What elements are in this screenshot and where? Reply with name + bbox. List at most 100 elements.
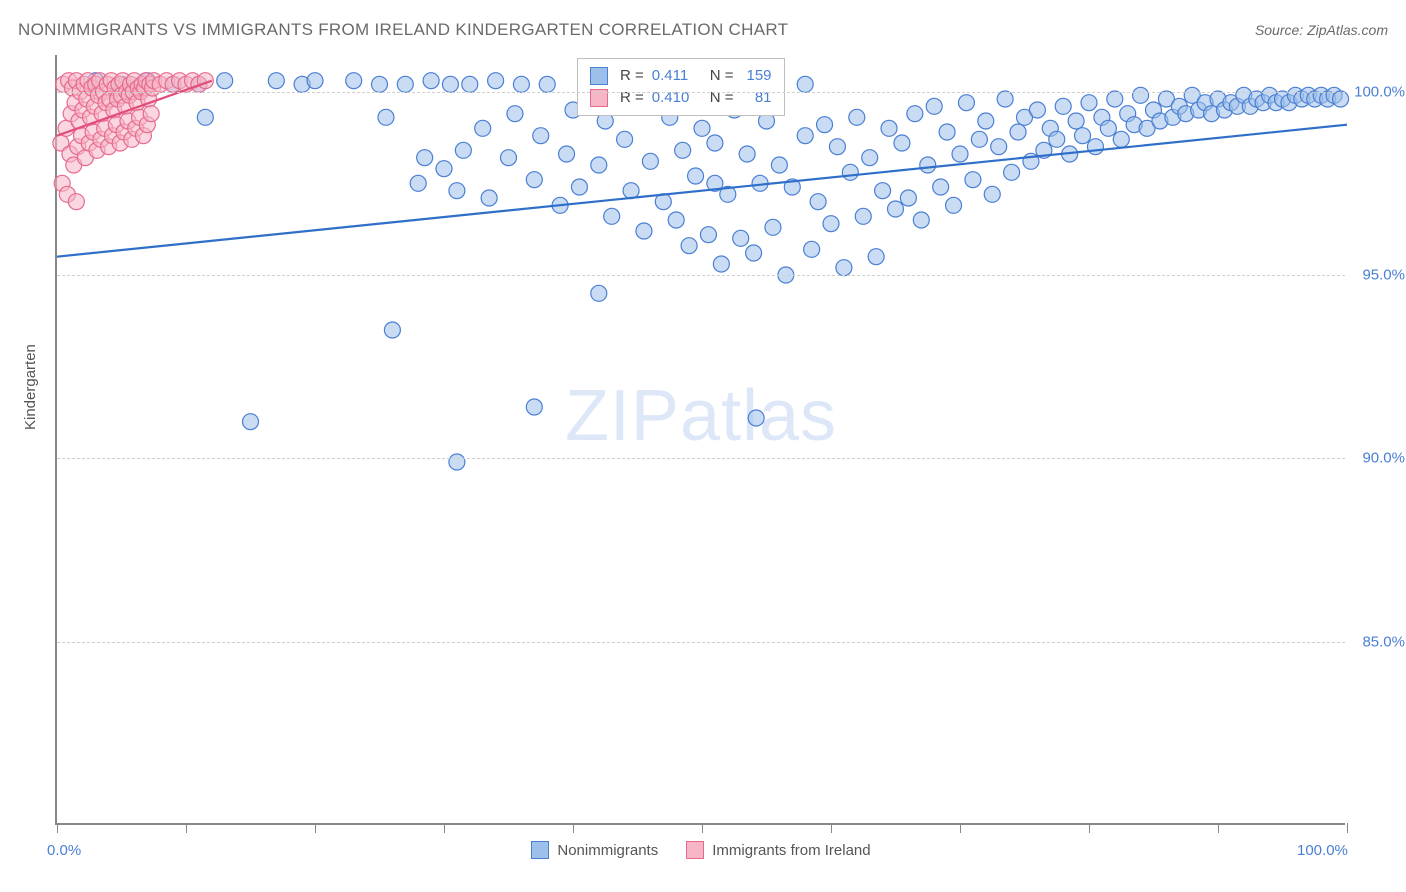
scatter-point <box>488 73 504 89</box>
scatter-point <box>842 164 858 180</box>
scatter-point <box>694 120 710 136</box>
y-tick-label: 90.0% <box>1350 450 1405 467</box>
scatter-point <box>907 106 923 122</box>
x-tick <box>1218 823 1219 833</box>
gridline-h <box>57 458 1345 459</box>
scatter-point <box>862 150 878 166</box>
scatter-point <box>1010 124 1026 140</box>
swatch-immigrants-bottom <box>686 841 704 859</box>
scatter-point <box>888 201 904 217</box>
scatter-point <box>442 76 458 92</box>
scatter-point <box>1333 91 1349 107</box>
scatter-point <box>829 139 845 155</box>
scatter-point <box>526 399 542 415</box>
legend-row-immigrants: R = 0.410 N = 81 <box>590 87 772 109</box>
scatter-point <box>481 190 497 206</box>
scatter-point <box>1075 128 1091 144</box>
scatter-point <box>143 106 159 122</box>
scatter-point <box>900 190 916 206</box>
scatter-point <box>197 109 213 125</box>
y-tick-label: 100.0% <box>1350 83 1405 100</box>
n-value-nonimmigrants: 159 <box>742 65 772 87</box>
y-tick-label: 85.0% <box>1350 633 1405 650</box>
scatter-point <box>1004 164 1020 180</box>
scatter-point <box>913 212 929 228</box>
scatter-point <box>513 76 529 92</box>
chart-title: NONIMMIGRANTS VS IMMIGRANTS FROM IRELAND… <box>18 20 788 40</box>
legend-correlation: R = 0.411 N = 159 R = 0.410 N = 81 <box>577 58 785 116</box>
scatter-point <box>765 219 781 235</box>
plot-area: ZIPatlas R = 0.411 N = 159 R = 0.410 N =… <box>55 55 1345 825</box>
scatter-point <box>571 179 587 195</box>
x-tick <box>1089 823 1090 833</box>
scatter-point <box>984 186 1000 202</box>
scatter-point <box>1055 98 1071 114</box>
scatter-point <box>675 142 691 158</box>
gridline-h <box>57 642 1345 643</box>
scatter-point <box>423 73 439 89</box>
legend-series: Nonimmigrants Immigrants from Ireland <box>57 841 1345 859</box>
scatter-point <box>810 194 826 210</box>
scatter-point <box>559 146 575 162</box>
scatter-point <box>642 153 658 169</box>
n-label: N = <box>710 65 734 87</box>
scatter-point <box>836 260 852 276</box>
n-label: N = <box>710 87 734 109</box>
scatter-point <box>539 76 555 92</box>
scatter-point <box>713 256 729 272</box>
gridline-h <box>57 92 1345 93</box>
scatter-point <box>591 157 607 173</box>
r-value-nonimmigrants: 0.411 <box>652 65 698 87</box>
scatter-point <box>688 168 704 184</box>
scatter-point <box>449 454 465 470</box>
scatter-point <box>868 249 884 265</box>
scatter-point <box>991 139 1007 155</box>
scatter-point <box>378 109 394 125</box>
scatter-point <box>978 113 994 129</box>
scatter-point <box>875 183 891 199</box>
source-label: Source: ZipAtlas.com <box>1255 22 1388 38</box>
scatter-point <box>501 150 517 166</box>
scatter-point <box>804 241 820 257</box>
scatter-point <box>997 91 1013 107</box>
scatter-point <box>410 175 426 191</box>
y-axis-label: Kindergarten <box>22 344 39 430</box>
x-tick <box>444 823 445 833</box>
scatter-point <box>636 223 652 239</box>
scatter-point <box>617 131 633 147</box>
scatter-point <box>417 150 433 166</box>
scatter-point <box>920 157 936 173</box>
scatter-point <box>455 142 471 158</box>
swatch-nonimmigrants-bottom <box>531 841 549 859</box>
legend-label-immigrants: Immigrants from Ireland <box>712 842 870 859</box>
legend-label-nonimmigrants: Nonimmigrants <box>557 842 658 859</box>
scatter-point <box>668 212 684 228</box>
scatter-point <box>771 157 787 173</box>
title-bar: NONIMMIGRANTS VS IMMIGRANTS FROM IRELAND… <box>18 20 1388 40</box>
scatter-point <box>436 161 452 177</box>
scatter-point <box>397 76 413 92</box>
gridline-h <box>57 275 1345 276</box>
scatter-point <box>475 120 491 136</box>
scatter-point <box>971 131 987 147</box>
scatter-point <box>946 197 962 213</box>
n-value-immigrants: 81 <box>742 87 772 109</box>
x-tick <box>960 823 961 833</box>
scatter-point <box>449 183 465 199</box>
scatter-point <box>965 172 981 188</box>
scatter-point <box>533 128 549 144</box>
scatter-point <box>933 179 949 195</box>
scatter-point <box>1087 139 1103 155</box>
legend-row-nonimmigrants: R = 0.411 N = 159 <box>590 65 772 87</box>
swatch-nonimmigrants <box>590 67 608 85</box>
x-tick <box>57 823 58 833</box>
scatter-point <box>217 73 233 89</box>
scatter-point <box>739 146 755 162</box>
scatter-point <box>1100 120 1116 136</box>
scatter-point <box>1113 131 1129 147</box>
scatter-point <box>307 73 323 89</box>
scatter-point <box>507 106 523 122</box>
scatter-point <box>700 227 716 243</box>
scatter-point <box>817 117 833 133</box>
scatter-point <box>384 322 400 338</box>
